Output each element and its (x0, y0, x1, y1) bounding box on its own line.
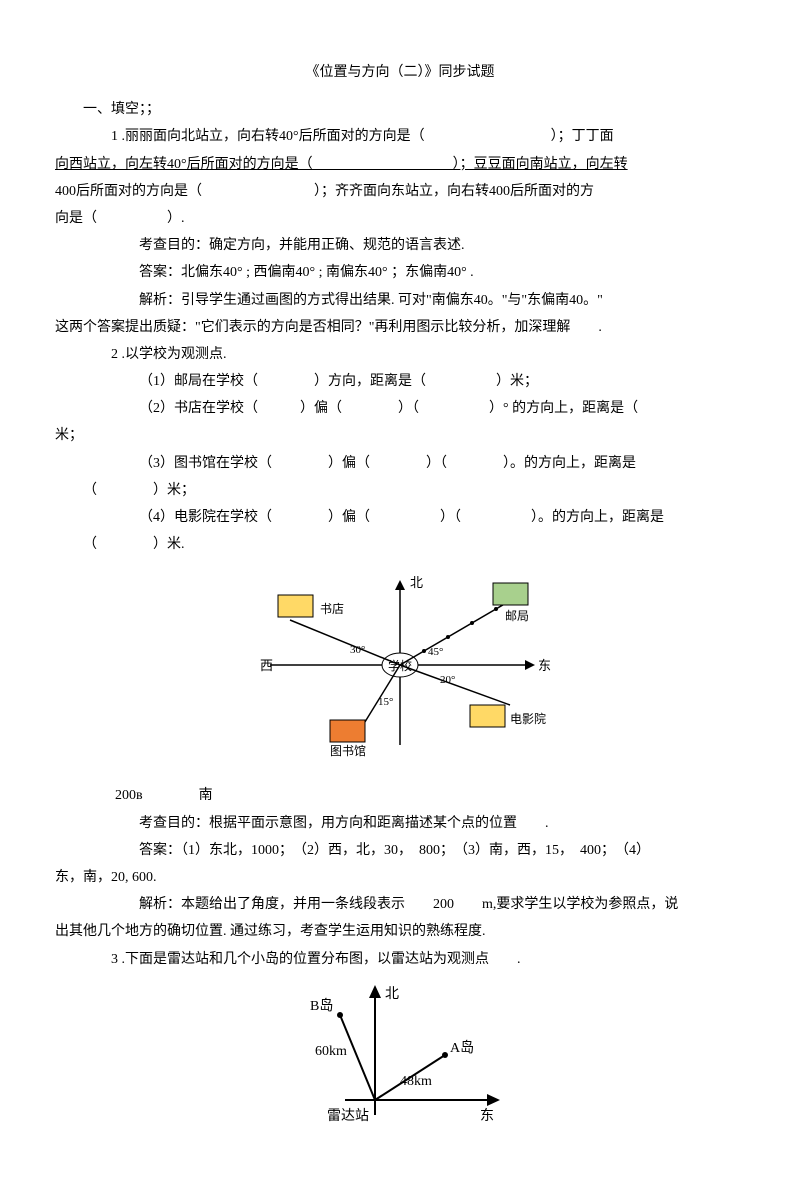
angle-sw: 15° (378, 696, 393, 708)
q2-head: 2 .以学校为观测点. (55, 342, 745, 367)
document-page: 《位置与方向（二）》同步试题 一、填空；； 1 .丽丽面向北站立，向右转40°后… (0, 0, 800, 1178)
q2-ans2: 东，南，20, 600. (55, 865, 745, 890)
island-b: B岛 (310, 998, 333, 1014)
q2-sub1: （1）邮局在学校（ ）方向，距离是（ ）米； (55, 369, 745, 394)
q1-exam: 考查目的：确定方向，并能用正确、规范的语言表述. (55, 233, 745, 258)
radar-north: 北 (385, 986, 399, 1002)
label-west: 西 (260, 658, 273, 673)
text: 1 .丽丽面向北站立，向右转40°后所面对的方向是（ ）；丁丁面 (111, 129, 614, 144)
label-post: 邮局 (505, 609, 529, 623)
q1-line2: 向西站立，向左转40°后所面对的方向是（ ）；豆豆面向南站立，向左转 (55, 152, 745, 177)
school-diagram: 北 东 西 学校 45° 30° 20° 15° 书店 (230, 565, 570, 775)
island-a: A岛 (450, 1040, 474, 1056)
q2-sub2: （2）书店在学校（ ）偏（ ）（ ）° 的方向上，距离是（ (55, 396, 745, 421)
angle-ne: 45° (428, 646, 443, 658)
radar-diagram: 北 东 雷达站 B岛 60km A岛 48km (285, 980, 515, 1140)
angle-se: 20° (440, 674, 455, 686)
q3-head: 3 .下面是雷达站和几个小岛的位置分布图，以雷达站为观测点 . (55, 947, 745, 972)
dist-b: 60km (315, 1044, 347, 1059)
q1-line1: 1 .丽丽面向北站立，向右转40°后所面对的方向是（ ）；丁丁面 (55, 124, 745, 149)
q2-sub4: （4）电影院在学校（ ）偏（ ）（ ）。的方向上，距离是 (55, 505, 745, 530)
q2-sub2-end: 米； (55, 423, 745, 448)
q2-sub4-end: （ ）米. (55, 532, 745, 557)
q1-line3: 400后所面对的方向是（ ）；齐齐面向东站立，向右转400后所面对的方 (55, 179, 745, 204)
label-library: 图书馆 (330, 743, 366, 758)
page-title: 《位置与方向（二）》同步试题 (55, 60, 745, 85)
radar-east: 东 (480, 1108, 494, 1124)
radar-station: 雷达站 (327, 1108, 369, 1124)
label-east: 东 (538, 658, 551, 673)
q1-analysis2: 这两个答案提出质疑："它们表示的方向是否相同？"再利用图示比较分析，加深理解 . (55, 315, 745, 340)
scale-note: 200в 南 (55, 783, 745, 808)
q2-exam: 考查目的：根据平面示意图，用方向和距离描述某个点的位置 . (55, 811, 745, 836)
q2-analysis2: 出其他几个地方的确切位置. 通过练习，考查学生运用知识的熟练程度. (55, 919, 745, 944)
q1-line4: 向是（ ）. (55, 206, 745, 231)
angle-nw: 30° (350, 644, 365, 656)
section-heading: 一、填空；； (55, 97, 745, 122)
q2-sub3: （3）图书馆在学校（ ）偏（ ）（ ）。的方向上，距离是 (55, 451, 745, 476)
q2-analysis1: 解析：本题给出了角度，并用一条线段表示 200 m,要求学生以学校为参照点，说 (55, 892, 745, 917)
label-bookstore: 书店 (320, 602, 344, 616)
label-north: 北 (410, 575, 423, 590)
q2-sub3-end: （ ）米； (55, 478, 745, 503)
q1-analysis1: 解析：引导学生通过画图的方式得出结果. 可对"南偏东40。"与"东偏南40。" (55, 288, 745, 313)
q1-answer: 答案：北偏东40° ; 西偏南40° ; 南偏东40° ；东偏南40° . (55, 260, 745, 285)
q2-ans1: 答案：（1）东北，1000； （2）西，北，30， 800； （3）南，西，15… (55, 838, 745, 863)
label-cinema: 电影院 (510, 712, 546, 726)
dist-a: 48km (400, 1074, 432, 1089)
